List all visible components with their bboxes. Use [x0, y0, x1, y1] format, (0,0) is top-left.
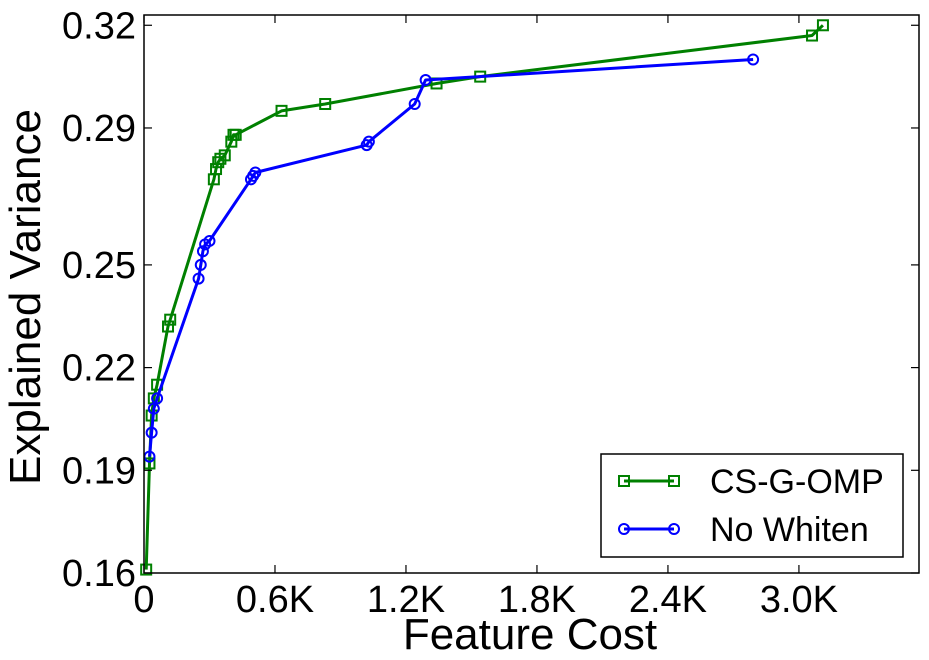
data-point-no-whiten	[196, 245, 209, 258]
data-point-no-whiten	[408, 98, 421, 111]
data-point-cs-g-omp	[275, 104, 288, 117]
data-point-cs-g-omp	[816, 19, 829, 32]
x-tick-label: 2.4K	[629, 579, 707, 621]
plot-area-frame	[143, 14, 920, 574]
y-tick-label: 0.16	[62, 553, 136, 595]
y-tick-label: 0.29	[62, 108, 136, 150]
legend-marker-cs-g-omp	[668, 475, 680, 487]
data-point-cs-g-omp	[218, 149, 231, 162]
legend-label-cs-g-omp: CS-G-OMP	[710, 463, 884, 501]
series-layer	[140, 19, 829, 576]
y-tick-label: 0.25	[62, 245, 136, 287]
legend-box	[600, 453, 904, 558]
data-point-no-whiten	[249, 166, 262, 179]
x-tick-label: 1.2K	[367, 579, 445, 621]
data-point-no-whiten	[192, 272, 205, 285]
x-tick-label: 3.0K	[760, 579, 838, 621]
data-point-cs-g-omp	[319, 98, 332, 111]
data-point-no-whiten	[362, 135, 375, 148]
x-tick-label: 0	[133, 579, 154, 621]
x-tick-label: 1.8K	[498, 579, 576, 621]
legend-marker-cs-g-omp	[618, 475, 630, 487]
x-tick-label: 0.6K	[236, 579, 314, 621]
data-point-cs-g-omp	[162, 320, 175, 333]
series-line-no-whiten	[148, 58, 754, 457]
data-point-no-whiten	[194, 258, 207, 271]
legend-marker-no-whiten	[668, 523, 680, 535]
data-point-no-whiten	[203, 234, 216, 247]
ticks-layer: 0 0.6K 1.2K 1.8K 2.4K 3.0K 0.16 0.19 0.22 0.25 0.2…	[62, 5, 919, 621]
legend-label-no-whiten: No Whiten	[710, 511, 869, 549]
y-tick-label: 0.19	[62, 450, 136, 492]
y-tick-label: 0.32	[62, 5, 136, 47]
data-point-no-whiten	[147, 402, 160, 415]
data-point-cs-g-omp	[806, 29, 819, 42]
data-point-cs-g-omp	[229, 128, 242, 141]
x-axis-label: Feature Cost	[403, 610, 657, 659]
data-point-no-whiten	[151, 392, 164, 405]
data-point-cs-g-omp	[140, 563, 153, 576]
data-point-cs-g-omp	[212, 156, 225, 169]
y-axis-label: Explained Variance	[1, 109, 50, 485]
data-point-no-whiten	[747, 53, 760, 66]
data-point-no-whiten	[145, 426, 158, 439]
y-tick-label: 0.22	[62, 348, 136, 390]
legend-marker-no-whiten	[618, 523, 630, 535]
data-point-cs-g-omp	[164, 313, 177, 326]
legend: CS-G-OMP No Whiten	[600, 453, 904, 558]
data-point-no-whiten	[419, 74, 432, 87]
